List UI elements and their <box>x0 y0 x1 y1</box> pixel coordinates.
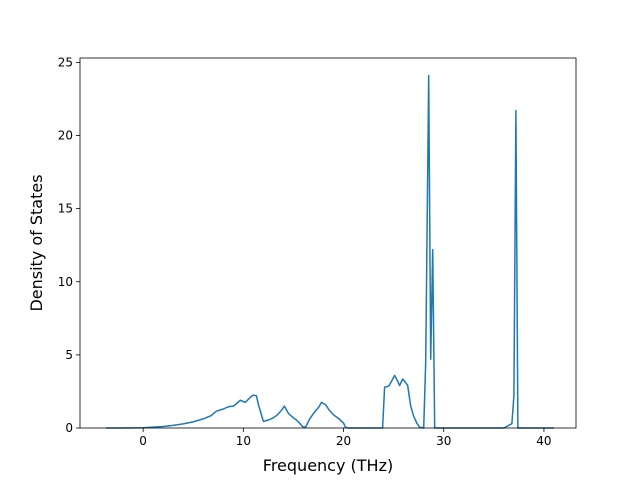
y-tick-label: 5 <box>65 348 73 362</box>
y-axis-label: Density of States <box>27 174 46 311</box>
y-tick-label: 25 <box>58 55 73 69</box>
axes-frame <box>79 57 577 429</box>
x-tick-label: 30 <box>436 434 451 448</box>
x-tick-label: 10 <box>236 434 251 448</box>
y-tick-label: 10 <box>58 275 73 289</box>
x-axis-ticks: 0 10 20 30 40 <box>139 428 552 448</box>
x-tick-label: 0 <box>139 434 147 448</box>
y-tick-label: 0 <box>65 421 73 435</box>
x-tick-label: 20 <box>336 434 351 448</box>
x-tick-label: 40 <box>536 434 551 448</box>
x-axis-label: Frequency (THz) <box>263 456 393 475</box>
y-axis-ticks: 0 5 10 15 20 25 <box>58 55 80 435</box>
y-tick-label: 20 <box>58 129 73 143</box>
y-tick-label: 15 <box>58 202 73 216</box>
